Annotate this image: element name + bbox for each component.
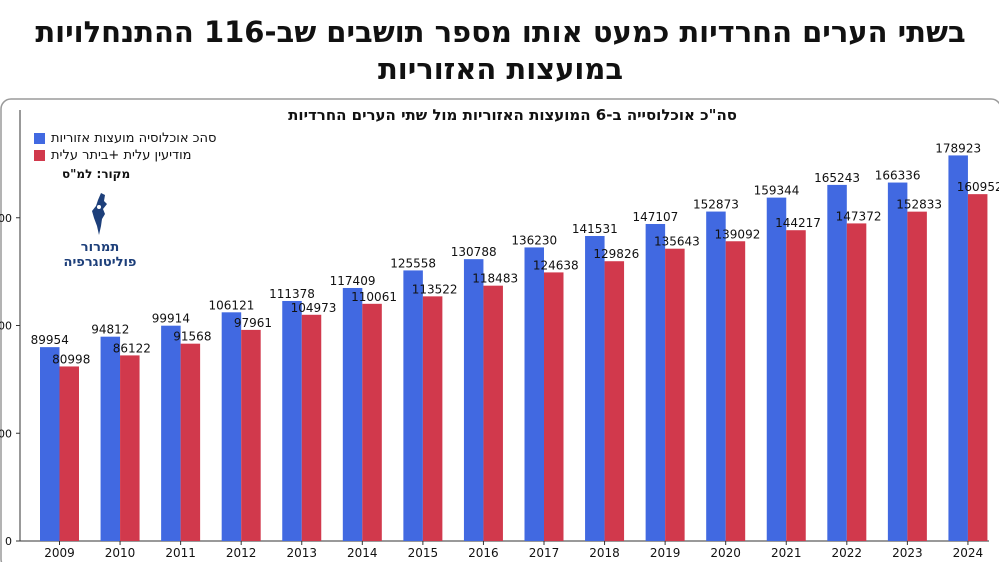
legend-entry-series-b: מודיעין עלית +ביתר עלית [34, 147, 216, 164]
legend: סהכ אוכלוסיה מועצות אזוריות מודיעין עלית… [34, 130, 216, 164]
israel-map-icon [92, 193, 107, 235]
logo-line-1: תמרור [80, 240, 120, 255]
source-label: מקור: למ"ס [62, 167, 131, 181]
logo: תמרור פוליטוגרפיה [55, 192, 145, 270]
logo-line-2: פוליטוגרפיה [63, 255, 137, 270]
legend-swatch-series-a [34, 133, 45, 144]
chart-title: סה"כ אוכלוסייה ב-6 המועצות האזוריות מול … [288, 106, 737, 124]
legend-swatch-series-b [34, 150, 45, 161]
headline: בשתי הערים החרדיות כמעט אותו מספר תושבים… [35, 15, 966, 86]
legend-label-series-a: סהכ אוכלוסיה מועצות אזוריות [51, 131, 217, 146]
legend-label-series-b: מודיעין עלית +ביתר עלית [51, 148, 192, 163]
legend-entry-series-a: סהכ אוכלוסיה מועצות אזוריות [34, 130, 216, 147]
chart-frame [0, 98, 999, 562]
